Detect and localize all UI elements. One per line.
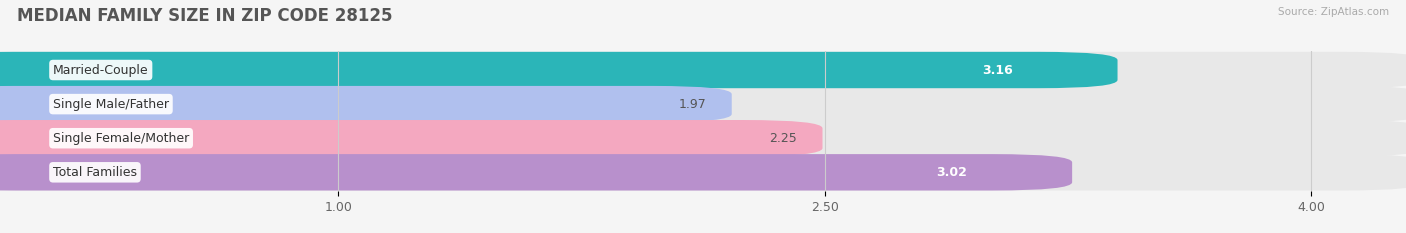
Text: 2.25: 2.25 xyxy=(769,132,797,145)
FancyBboxPatch shape xyxy=(0,52,1118,88)
FancyBboxPatch shape xyxy=(0,154,1406,191)
FancyBboxPatch shape xyxy=(0,154,1073,191)
Text: Total Families: Total Families xyxy=(53,166,136,179)
FancyBboxPatch shape xyxy=(0,120,823,156)
Text: 1.97: 1.97 xyxy=(679,98,706,111)
Text: MEDIAN FAMILY SIZE IN ZIP CODE 28125: MEDIAN FAMILY SIZE IN ZIP CODE 28125 xyxy=(17,7,392,25)
Text: Single Female/Mother: Single Female/Mother xyxy=(53,132,190,145)
Text: Married-Couple: Married-Couple xyxy=(53,64,149,76)
FancyBboxPatch shape xyxy=(0,120,1406,156)
FancyBboxPatch shape xyxy=(0,86,1406,122)
Text: 3.02: 3.02 xyxy=(936,166,967,179)
Text: Single Male/Father: Single Male/Father xyxy=(53,98,169,111)
Text: 3.16: 3.16 xyxy=(981,64,1012,76)
Text: Source: ZipAtlas.com: Source: ZipAtlas.com xyxy=(1278,7,1389,17)
FancyBboxPatch shape xyxy=(0,86,731,122)
FancyBboxPatch shape xyxy=(0,52,1406,88)
